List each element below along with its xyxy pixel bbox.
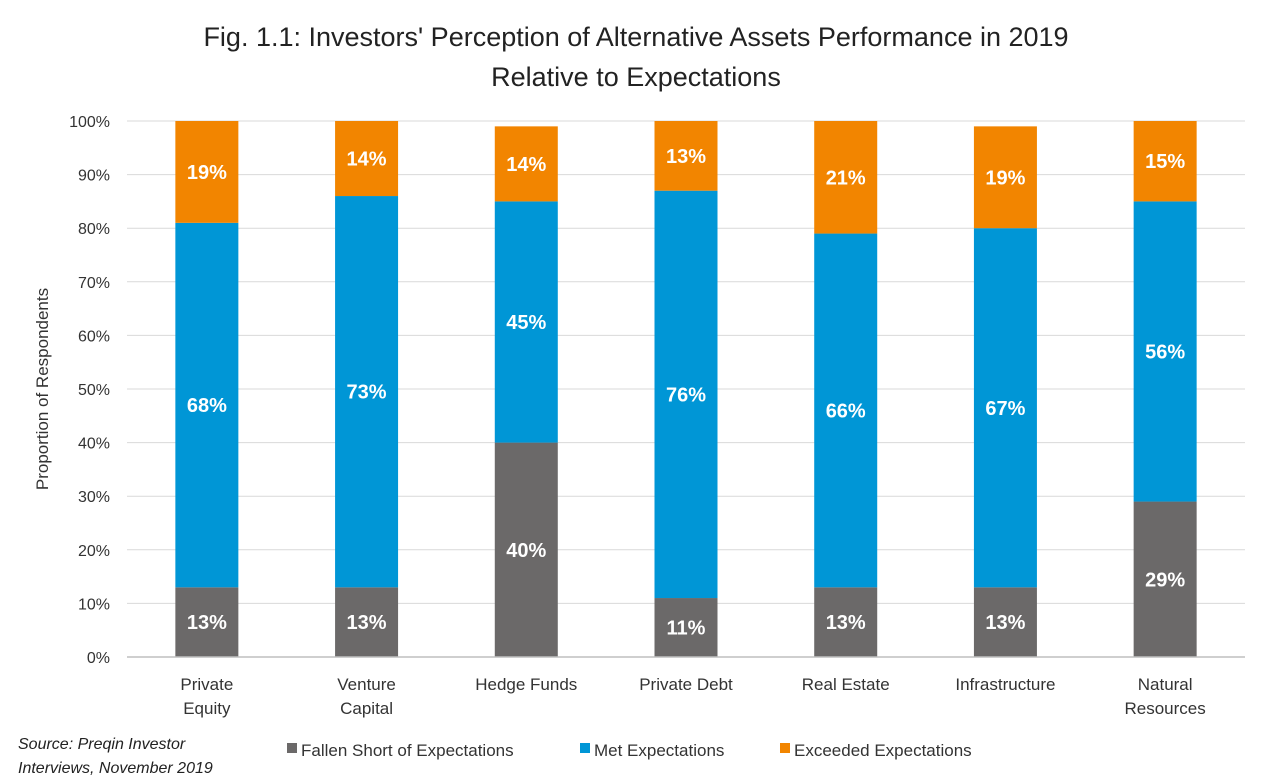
data-label: 56% [1145,341,1185,363]
bar-segment [1133,201,1197,502]
y-tick-label: 0% [87,650,110,667]
bar-segment [654,190,718,599]
data-label: 11% [667,618,706,640]
data-label: 14% [347,149,387,171]
data-label: 13% [347,612,387,634]
y-tick-label: 70% [78,275,110,292]
bar-segment [335,121,399,197]
legend-label: Exceeded Expectations [794,741,972,760]
data-label: 45% [506,312,546,334]
data-label: 13% [187,612,227,634]
x-axis-categories: Private Equity Venture Capital Hedge Funds Pr… [180,675,1205,718]
legend-label: Fallen Short of Expectations [301,741,514,760]
chart-title: Fig. 1.1: Investors' Perception of Alter… [203,22,1068,52]
y-tick-label: 10% [78,596,110,613]
bar-segment [494,442,558,657]
data-label: 19% [187,162,227,184]
x-category-label: Hedge Funds [475,675,577,694]
y-tick-label: 30% [78,489,110,506]
data-label: 13% [985,612,1025,634]
y-tick-label: 40% [78,436,110,453]
legend-swatch [780,743,790,753]
y-tick-label: 90% [78,168,110,185]
bar-segment [494,126,558,202]
bar-segment [335,587,399,657]
y-tick-label: 60% [78,328,110,345]
legend: Fallen Short of Expectations Met Expectat… [287,741,972,760]
x-category-label: Venture [337,675,396,694]
bar-segment [1133,121,1197,202]
bar-segment [814,121,878,234]
data-label: 15% [1145,151,1185,173]
bar-segment [175,587,239,657]
x-category-label: Private Debt [639,675,733,694]
x-category-label: Infrastructure [955,675,1055,694]
y-tick-label: 50% [78,382,110,399]
bar-segment [494,201,558,443]
source-line-1: Source: Preqin Investor [18,736,186,753]
x-category-label: Private [180,675,233,694]
y-tick-label: 20% [78,543,110,560]
bar-segment [175,121,239,223]
source-line-2: Interviews, November 2019 [18,760,213,777]
bar-segment [1133,501,1197,657]
x-category-label: Equity [183,699,231,718]
data-label: 19% [985,167,1025,189]
chart-title-line-2: Relative to Expectations [491,62,781,92]
data-label: 68% [187,395,227,417]
data-label: 29% [1145,569,1185,591]
bar-segment [335,196,399,588]
data-label: 13% [666,146,706,168]
data-label: 73% [347,382,387,404]
data-label: 76% [666,384,706,406]
x-category-label: Natural [1138,675,1193,694]
y-axis-ticks: 0% 10% 20% 30% 40% 50% 60% 70% 80% 90% 100% [69,114,110,667]
data-label: 14% [506,154,546,176]
x-category-label: Resources [1125,699,1206,718]
bar-segment [973,587,1037,657]
bar-segment [973,228,1037,588]
legend-label: Met Expectations [594,741,724,760]
bar-segment [654,598,718,657]
bars: 13% 68% 19% 13% 73% 14% 40% 45% 14% 11% 76% 13% 13% 6… [175,121,1197,657]
data-label: 67% [985,398,1025,420]
bar-segment [654,121,718,191]
data-label: 66% [826,400,866,422]
legend-swatch [287,743,297,753]
bar-segment [973,126,1037,229]
y-tick-label: 80% [78,221,110,238]
bar-segment [175,222,239,588]
bar-segment [814,233,878,588]
x-category-label: Real Estate [802,675,890,694]
data-label: 40% [506,540,546,562]
bar-segment [814,587,878,657]
x-category-label: Capital [340,699,393,718]
y-tick-label: 100% [69,114,110,131]
data-label: 13% [826,612,866,634]
data-label: 21% [826,167,866,189]
legend-swatch [580,743,590,753]
y-axis-title: Proportion of Respondents [33,288,52,490]
